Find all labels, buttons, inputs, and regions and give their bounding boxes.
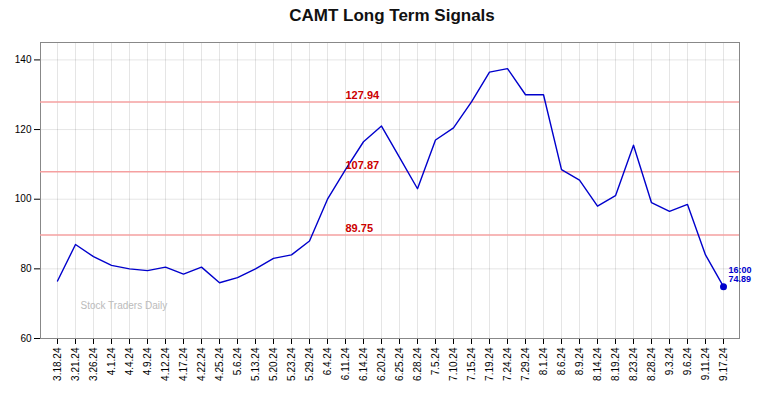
svg-text:7.15.24: 7.15.24	[466, 347, 477, 381]
svg-text:9.6.24: 9.6.24	[682, 347, 693, 375]
svg-text:6.28.24: 6.28.24	[412, 347, 423, 381]
svg-text:7.5.24: 7.5.24	[430, 347, 441, 375]
svg-text:4.17.24: 4.17.24	[178, 347, 189, 381]
svg-text:7.19.24: 7.19.24	[484, 347, 495, 381]
svg-text:5.20.24: 5.20.24	[268, 347, 279, 381]
svg-text:100: 100	[15, 193, 32, 204]
svg-text:8.19.24: 8.19.24	[610, 347, 621, 381]
svg-text:7.29.24: 7.29.24	[520, 347, 531, 381]
svg-text:6.11.24: 6.11.24	[340, 347, 351, 380]
html-text:CAMT Long Term Signals: CAMT Long Term Signals	[289, 6, 495, 25]
svg-text:6.4.24: 6.4.24	[322, 347, 333, 375]
svg-text:16:0074.89: 16:0074.89	[729, 265, 752, 284]
svg-text:8.6.24: 8.6.24	[556, 347, 567, 375]
svg-text:8.28.24: 8.28.24	[646, 347, 657, 381]
svg-text:4.9.24: 4.9.24	[142, 347, 153, 375]
svg-text:4.4.24: 4.4.24	[124, 347, 135, 375]
svg-text:7.24.24: 7.24.24	[502, 347, 513, 381]
svg-text:5.13.24: 5.13.24	[250, 347, 261, 381]
svg-text:5.6.24: 5.6.24	[232, 347, 243, 375]
svg-text:80: 80	[20, 263, 32, 274]
svg-text:5.23.24: 5.23.24	[286, 347, 297, 381]
svg-text:60: 60	[20, 333, 32, 344]
svg-text:9.17.24: 9.17.24	[718, 347, 729, 381]
svg-text:4.25.24: 4.25.24	[214, 347, 225, 381]
svg-text:140: 140	[15, 54, 32, 65]
svg-text:5.29.24: 5.29.24	[304, 347, 315, 381]
svg-text:120: 120	[15, 124, 32, 135]
svg-text:9.11.24: 9.11.24	[700, 347, 711, 380]
svg-text:8.14.24: 8.14.24	[592, 347, 603, 381]
svg-text:3.18.24: 3.18.24	[52, 347, 63, 381]
svg-text:9.3.24: 9.3.24	[664, 347, 675, 375]
svg-text:7.10.24: 7.10.24	[448, 347, 459, 381]
svg-text:4.1.24: 4.1.24	[106, 347, 117, 375]
svg-text:107.87: 107.87	[346, 159, 380, 171]
svg-text:4.12.24: 4.12.24	[160, 347, 171, 381]
svg-text:8.1.24: 8.1.24	[538, 347, 549, 375]
svg-text:8.23.24: 8.23.24	[628, 347, 639, 381]
svg-text:3.21.24: 3.21.24	[70, 347, 81, 381]
svg-text:4.22.24: 4.22.24	[196, 347, 207, 381]
svg-text:Stock Traders Daily: Stock Traders Daily	[81, 300, 168, 311]
svg-text:6.25.24: 6.25.24	[394, 347, 405, 381]
svg-text:3.26.24: 3.26.24	[88, 347, 99, 381]
svg-text:127.94: 127.94	[346, 89, 381, 101]
svg-text:89.75: 89.75	[346, 222, 374, 234]
svg-text:6.14.24: 6.14.24	[358, 347, 369, 381]
svg-text:6.20.24: 6.20.24	[376, 347, 387, 381]
svg-text:8.9.24: 8.9.24	[574, 347, 585, 375]
